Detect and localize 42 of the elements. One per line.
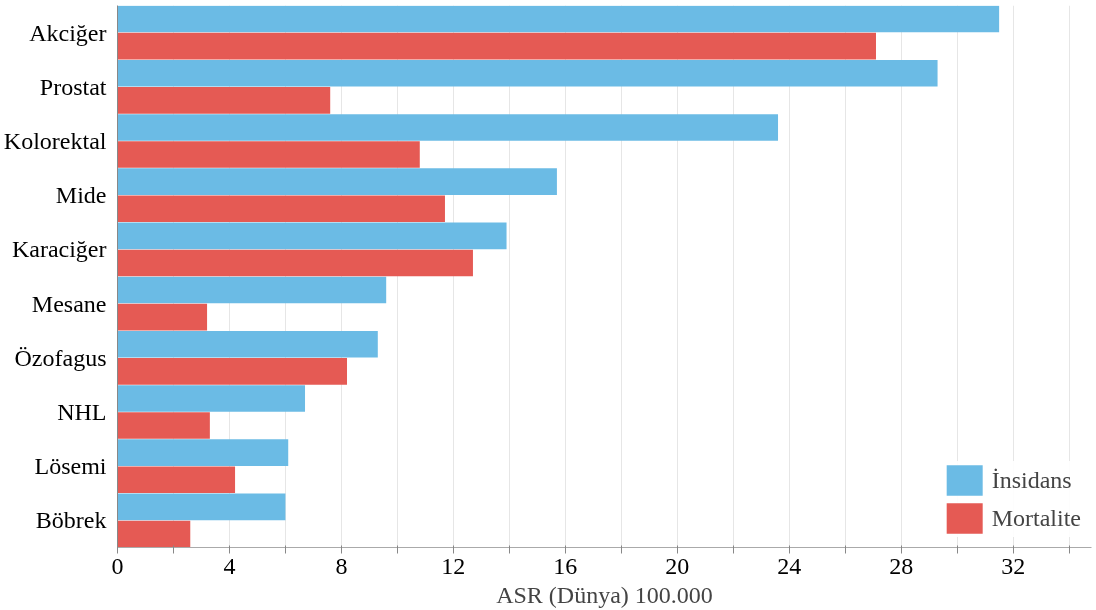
x-tick-label: 8 xyxy=(335,552,348,579)
y-tick-label: Böbrek xyxy=(35,507,107,534)
bar xyxy=(117,520,191,548)
x-tick-label: 12 xyxy=(441,552,466,579)
y-tick-label: Kolorektal xyxy=(3,128,107,154)
x-tick-label: 20 xyxy=(665,552,690,579)
y-tick-label: Özofagus xyxy=(14,344,107,371)
x-axis-title: ASR (Dünya) 100.000 xyxy=(496,581,713,608)
y-tick-label: Prostat xyxy=(39,73,107,100)
bar xyxy=(117,141,420,168)
bar xyxy=(117,87,331,114)
bar xyxy=(117,168,557,195)
legend-label: Mortalite xyxy=(991,504,1081,532)
y-tick-label: Akciğer xyxy=(29,19,107,46)
x-tick-label: 24 xyxy=(777,552,802,579)
y-tick-label: Karaciğer xyxy=(11,236,107,263)
bar xyxy=(117,385,306,412)
bar xyxy=(117,222,507,250)
x-tick-label: 16 xyxy=(553,552,578,579)
bar xyxy=(117,195,445,223)
y-tick-label: Mesane xyxy=(31,290,107,317)
bar xyxy=(117,358,348,385)
bar xyxy=(117,330,378,358)
y-tick-label: Mide xyxy=(55,182,107,209)
bar xyxy=(117,439,289,466)
legend-label: İnsidans xyxy=(991,466,1072,494)
bar xyxy=(117,412,210,439)
bar xyxy=(117,276,387,304)
bar xyxy=(117,32,876,60)
x-tick-label: 0 xyxy=(111,552,124,579)
x-tick-label: 32 xyxy=(1001,552,1026,579)
bar xyxy=(117,114,779,141)
bar xyxy=(117,303,208,331)
bar xyxy=(117,466,236,494)
bar xyxy=(117,59,938,87)
bar xyxy=(117,5,1000,33)
bar xyxy=(117,493,286,521)
x-tick-label: 28 xyxy=(889,552,914,579)
bar xyxy=(117,249,473,277)
y-tick-label: Lösemi xyxy=(34,453,107,480)
y-tick-label: NHL xyxy=(57,399,107,425)
x-tick-label: 4 xyxy=(223,552,236,579)
